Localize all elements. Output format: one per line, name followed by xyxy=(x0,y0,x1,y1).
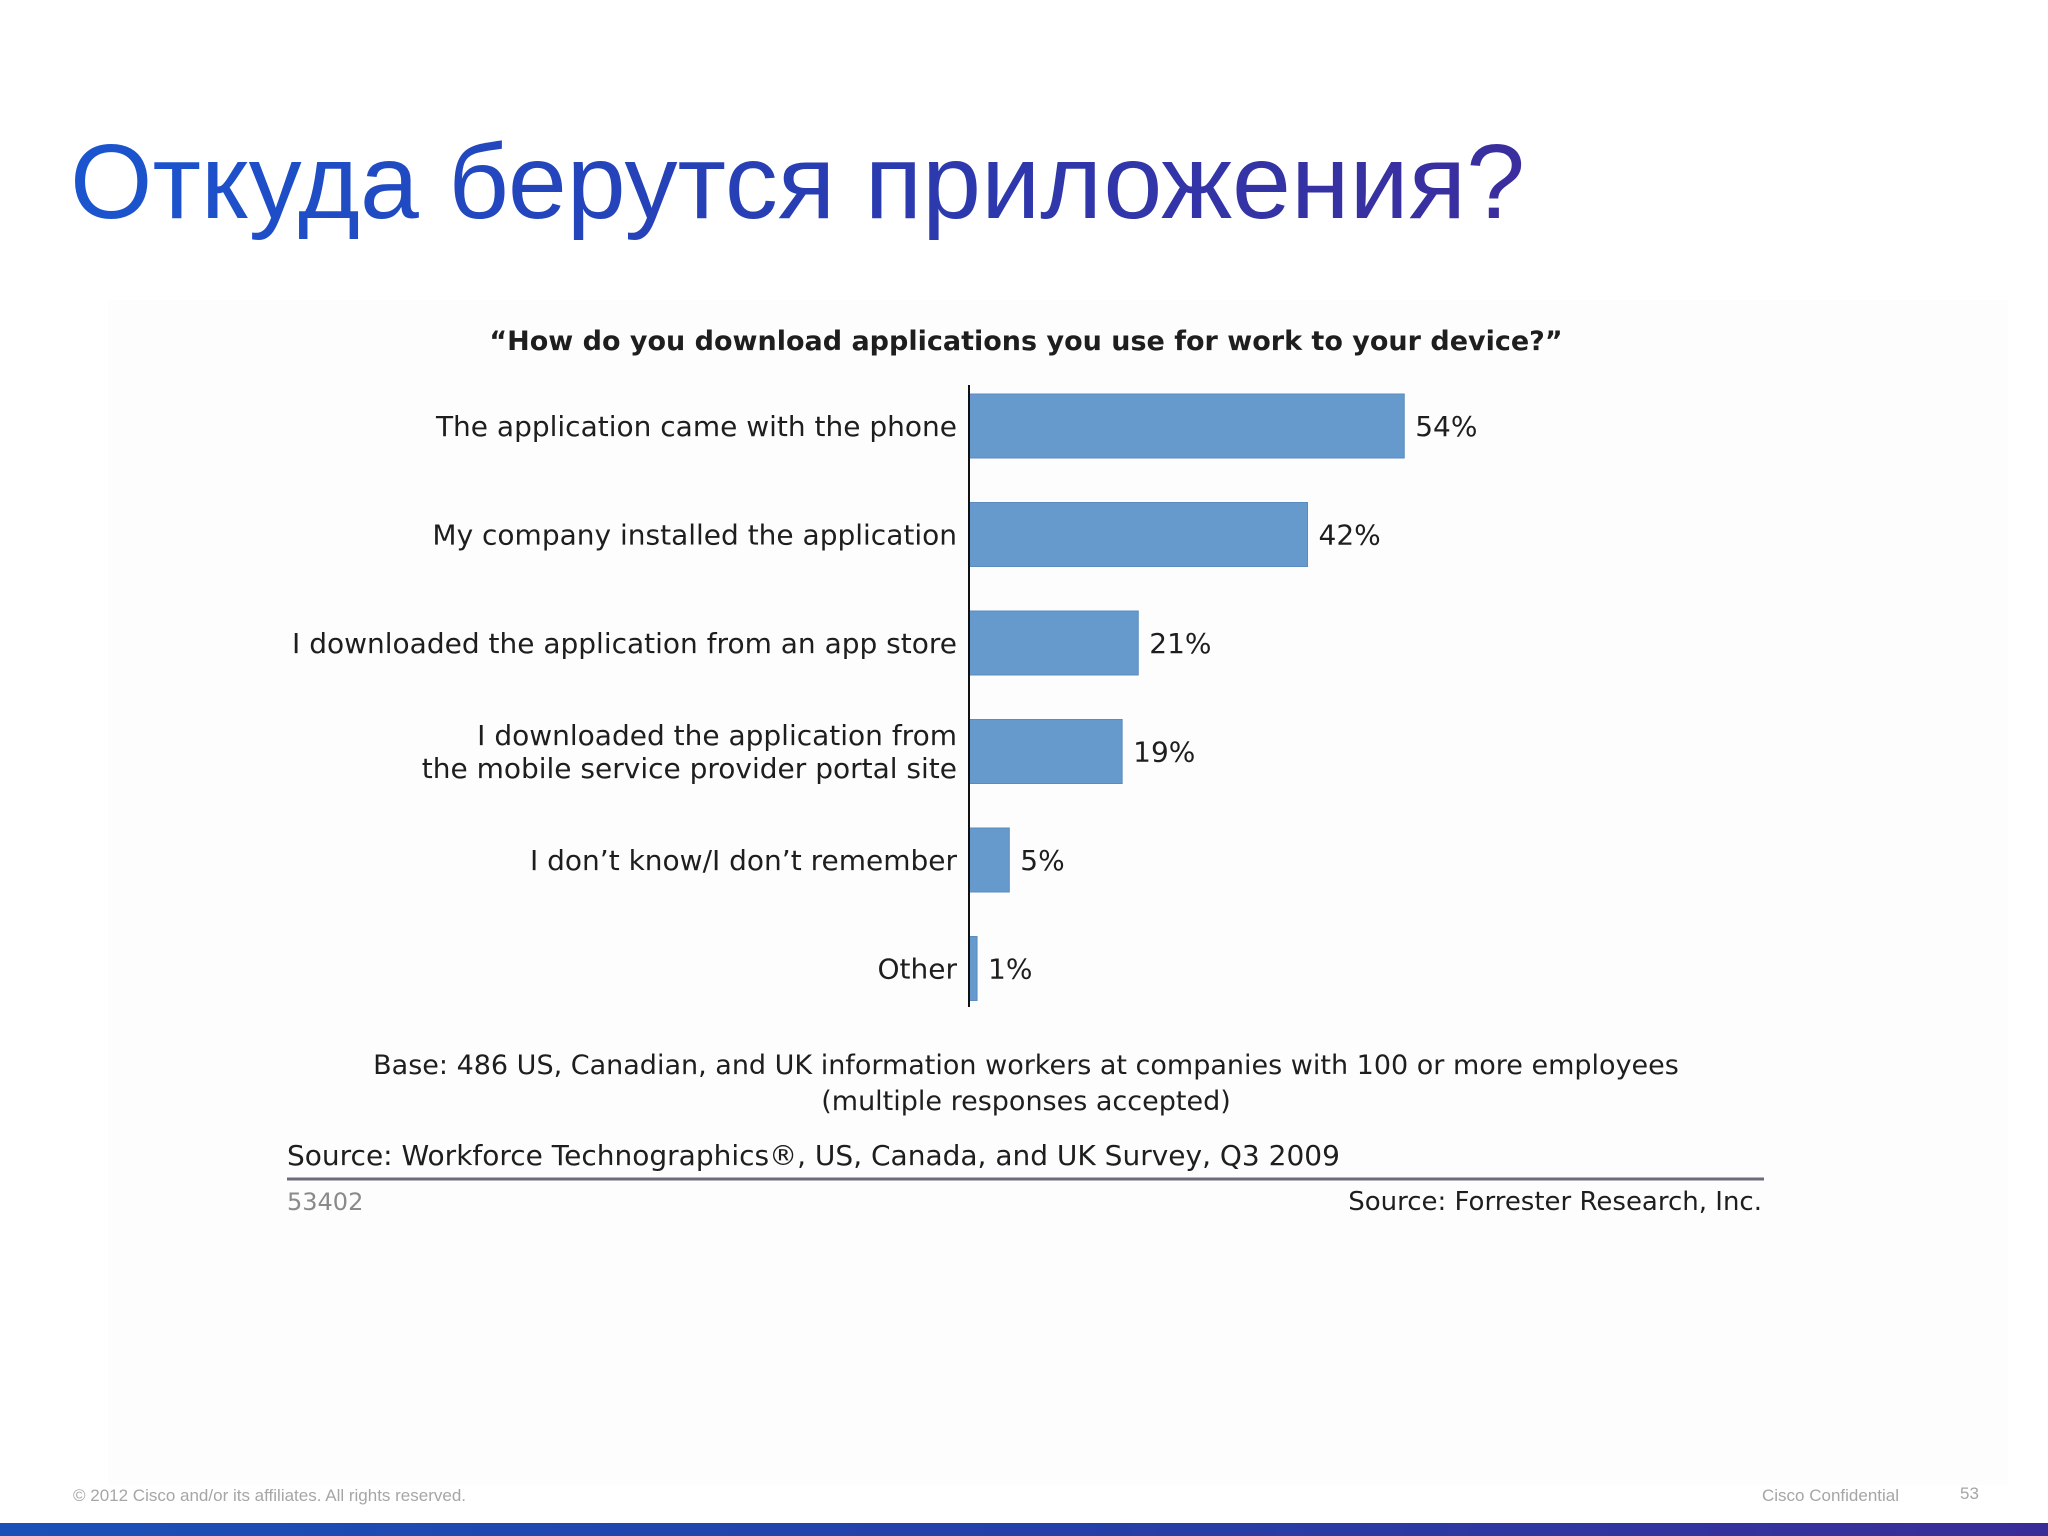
figure-id: 53402 xyxy=(287,1188,363,1216)
category-label-4-line-2: the mobile service provider portal site xyxy=(422,752,957,785)
bottom-brand-band xyxy=(0,1523,2048,1536)
bar-3 xyxy=(968,610,1139,676)
category-label-4-line-1: I downloaded the application from xyxy=(477,719,957,752)
value-label-6: 1% xyxy=(988,953,1032,986)
copyright-notice: © 2012 Cisco and/or its affiliates. All … xyxy=(73,1486,467,1505)
value-label-4: 19% xyxy=(1133,736,1195,769)
page-number: 53 xyxy=(1960,1484,1979,1503)
slide-title: Откуда берутся приложения? xyxy=(70,123,1526,241)
base-note-line-2: (multiple responses accepted) xyxy=(821,1086,1231,1117)
value-label-1: 54% xyxy=(1415,410,1477,443)
bar-1 xyxy=(968,393,1405,459)
confidential-label: Cisco Confidential xyxy=(1762,1486,1900,1505)
category-label-3: I downloaded the application from an app… xyxy=(292,627,957,660)
value-label-5: 5% xyxy=(1020,844,1064,877)
source-credit: Source: Forrester Research, Inc. xyxy=(1348,1187,1762,1217)
category-label-1: The application came with the phone xyxy=(435,410,957,443)
bar-5 xyxy=(968,827,1010,893)
category-label-5: I don’t know/I don’t remember xyxy=(530,844,958,877)
bar-chart: “How do you download applications you us… xyxy=(287,326,1764,1217)
chart-title: “How do you download applications you us… xyxy=(489,326,1562,357)
category-label-6: Other xyxy=(877,953,957,986)
bar-2 xyxy=(968,502,1309,567)
base-note-line-1: Base: 486 US, Canadian, and UK informati… xyxy=(373,1050,1679,1081)
bar-4 xyxy=(968,719,1123,784)
chart-panel xyxy=(108,300,2008,1485)
value-label-2: 42% xyxy=(1319,519,1381,552)
source-survey: Source: Workforce Technographics®, US, C… xyxy=(287,1139,1340,1172)
value-label-3: 21% xyxy=(1149,627,1211,660)
bar-6 xyxy=(968,936,978,1001)
category-label-2: My company installed the application xyxy=(432,519,957,552)
